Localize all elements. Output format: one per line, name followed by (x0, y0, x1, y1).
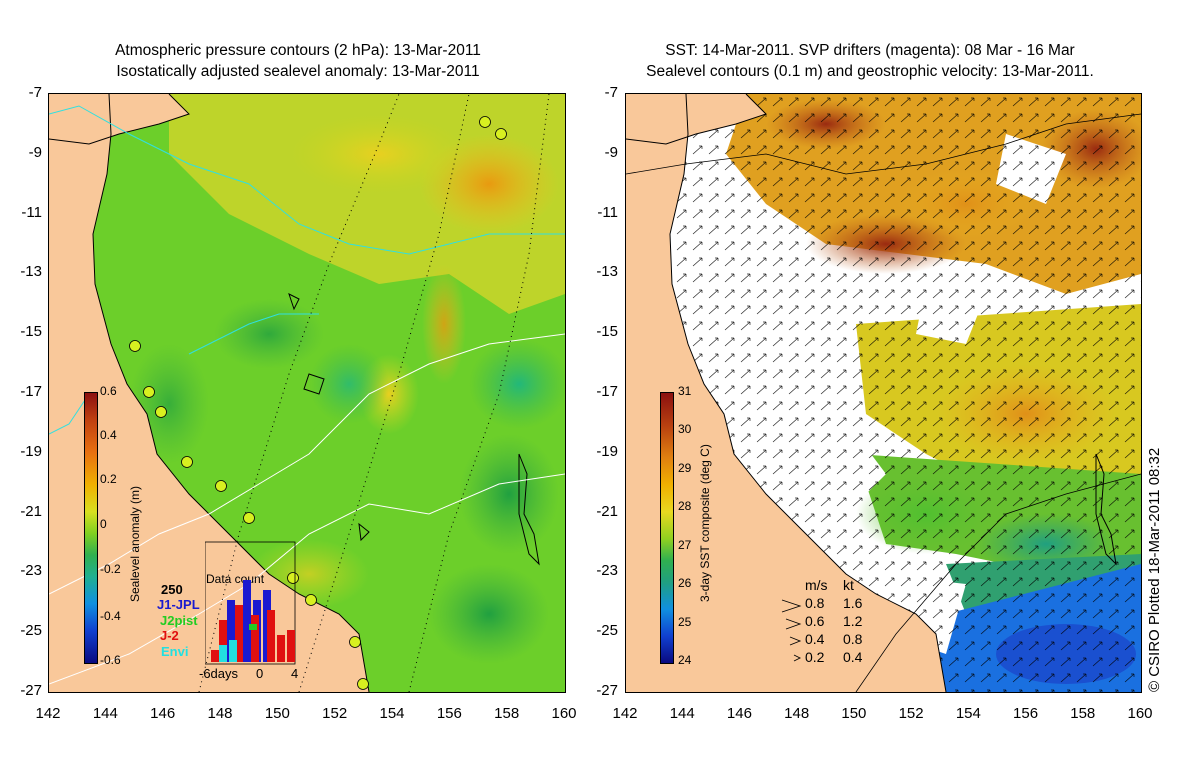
inset-ymax-label: 250 (161, 582, 183, 597)
right-y-tick: -19 (596, 442, 618, 460)
data-count-histogram (205, 541, 296, 665)
right-y-tick: -17 (596, 383, 618, 400)
inset-x-tick-zero: 0 (256, 666, 264, 681)
right-y-tick: -9 (604, 143, 618, 161)
sst-tick-26: 26 (678, 576, 692, 590)
left-x-tick: 144 (92, 705, 118, 722)
left-y-tick: -11 (21, 203, 42, 221)
left-y-tick: -25 (20, 622, 42, 640)
legend-j2pist: J2pist (160, 613, 198, 628)
inset-x-tick-start: -6days (199, 666, 239, 681)
left-y-tick: -13 (20, 263, 42, 281)
sla-tick-1: 0.4 (100, 428, 117, 442)
left-title-line1: Atmospheric pressure contours (2 hPa): 1… (115, 42, 481, 59)
left-x-tick: 158 (494, 705, 520, 722)
right-y-tick: -13 (596, 263, 618, 281)
sealevel-map-canvas (49, 94, 565, 692)
left-y-tick: -23 (20, 562, 42, 580)
left-y-tick: -17 (20, 383, 42, 400)
left-x-tick: 152 (322, 705, 348, 722)
velocity-legend-arrows (781, 599, 802, 662)
velocity-legend-row4-ms: 0.2 (805, 649, 825, 665)
sla-tick-0: 0.6 (100, 384, 117, 398)
left-x-tick: 146 (150, 705, 176, 722)
right-x-tick: 144 (669, 705, 695, 722)
velocity-legend-row1-kt: 1.6 (843, 595, 863, 611)
left-x-tick: 160 (551, 705, 577, 722)
right-x-tick: 142 (612, 705, 638, 722)
right-x-tick: 160 (1127, 705, 1153, 722)
sla-tick-4: -0.2 (100, 562, 121, 576)
left-title-line2: Isostatically adjusted sealevel anomaly:… (116, 63, 480, 80)
sla-colorbar-label: Sealevel anomaly (m) (128, 485, 142, 602)
sst-tick-29: 29 (678, 461, 692, 475)
velocity-legend-row2-ms: 0.6 (805, 613, 825, 629)
left-x-tick: 142 (35, 705, 61, 722)
csiro-credit: © CSIRO Plotted 18-Mar-2011 08:32 (1146, 447, 1163, 692)
sst-tick-27: 27 (678, 538, 692, 552)
sla-tick-5: -0.4 (100, 609, 121, 623)
sst-tick-25: 25 (678, 615, 692, 629)
velocity-legend-row2-kt: 1.2 (843, 613, 863, 629)
legend-j-2: J-2 (160, 628, 179, 643)
right-title-line1: SST: 14-Mar-2011. SVP drifters (magenta)… (665, 42, 1075, 59)
velocity-legend-row1-ms: 0.8 (805, 595, 825, 611)
right-x-tick: 158 (1070, 705, 1096, 722)
sla-tick-6: -0.6 (100, 653, 121, 667)
right-title-line2: Sealevel contours (0.1 m) and geostrophi… (646, 63, 1094, 80)
velocity-legend-row3-ms: 0.4 (805, 631, 825, 647)
right-x-tick: 146 (726, 705, 752, 722)
sealevel-anomaly-map: Data count 25 (48, 93, 566, 693)
velocity-legend-ms-header: m/s (805, 577, 828, 593)
right-x-tick: 154 (955, 705, 981, 722)
right-y-tick: -11 (597, 203, 618, 221)
right-y-tick: -15 (596, 323, 618, 341)
left-y-tick: -15 (20, 323, 42, 341)
left-x-tick: 148 (207, 705, 233, 722)
velocity-legend-row4-kt: 0.4 (843, 649, 863, 665)
legend-envi: Envi (161, 644, 189, 659)
sst-tick-24: 24 (678, 653, 692, 667)
right-x-tick: 156 (1013, 705, 1039, 722)
left-y-tick: -19 (20, 442, 42, 460)
right-y-tick: -21 (596, 502, 618, 520)
right-x-tick: 152 (898, 705, 924, 722)
sst-map-canvas (626, 94, 1141, 692)
left-x-tick: 150 (264, 705, 290, 722)
sst-tick-30: 30 (678, 422, 692, 436)
sealevel-colorbar (84, 392, 98, 664)
left-y-tick: -9 (28, 143, 42, 161)
right-y-tick: -25 (596, 622, 618, 640)
velocity-legend-row3-kt: 0.8 (843, 631, 863, 647)
sla-tick-2: 0.2 (100, 472, 117, 486)
data-count-inset: Data count 25 (157, 540, 297, 665)
left-x-tick: 154 (379, 705, 405, 722)
left-y-tick: -21 (20, 502, 42, 520)
legend-j1-jpl: J1-JPL (157, 597, 200, 612)
sst-tick-28: 28 (678, 499, 692, 513)
right-y-tick: -23 (596, 562, 618, 580)
left-x-tick: 156 (436, 705, 462, 722)
right-y-tick: -7 (604, 84, 618, 101)
right-x-tick: 150 (841, 705, 867, 722)
velocity-legend-kt-header: kt (843, 577, 854, 593)
left-y-tick: -7 (28, 84, 42, 101)
sst-map (625, 93, 1142, 693)
sla-tick-3: 0 (100, 517, 107, 531)
left-y-tick: -27 (20, 682, 42, 699)
right-y-tick: -27 (596, 682, 618, 699)
right-x-tick: 148 (784, 705, 810, 722)
sst-tick-31: 31 (678, 384, 692, 398)
sst-colorbar-label: 3-day SST composite (deg C) (698, 444, 712, 602)
sst-colorbar (660, 392, 674, 664)
inset-x-tick-four: 4 (291, 666, 299, 681)
